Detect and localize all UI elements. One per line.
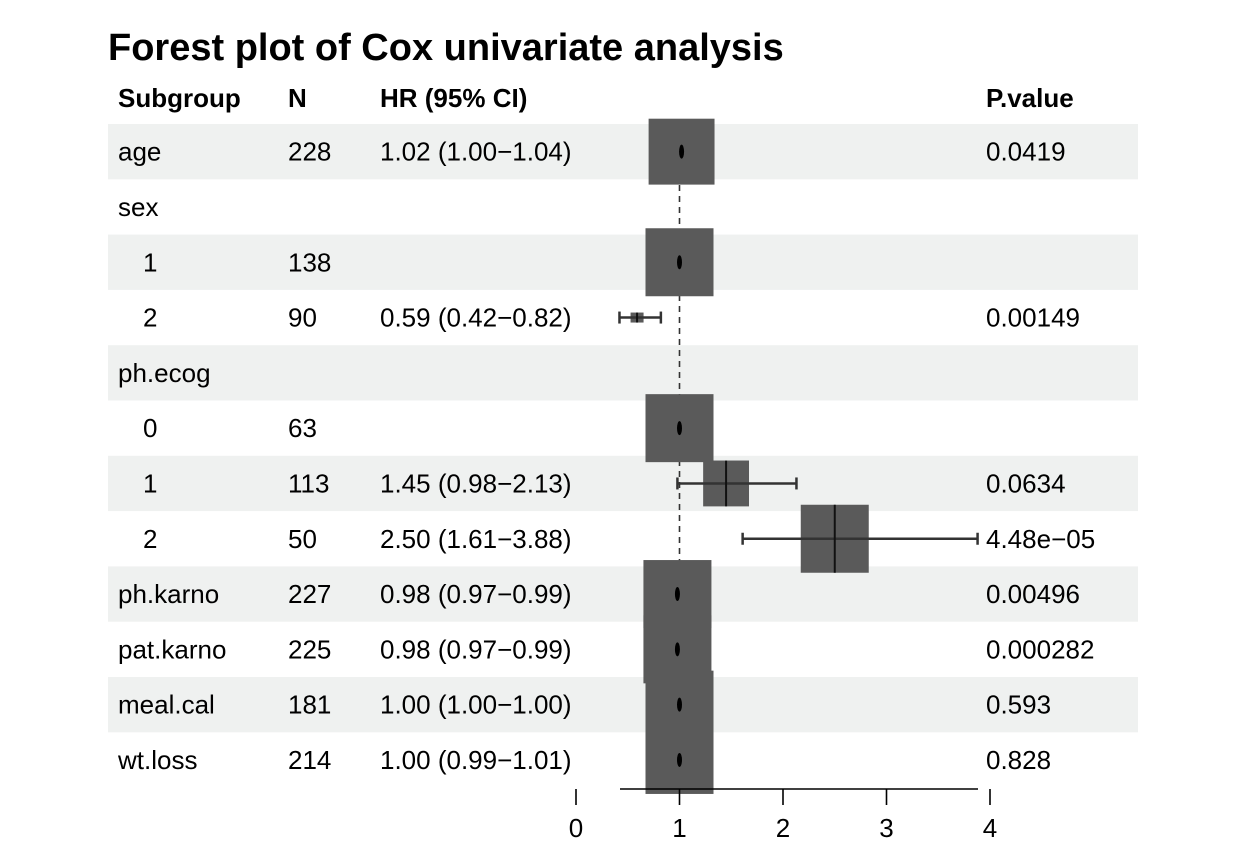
- n-value: 227: [288, 579, 331, 609]
- header-hr-ci: HR (95% CI): [380, 83, 528, 113]
- x-tick-label: 0: [569, 813, 583, 843]
- n-value: 225: [288, 634, 331, 664]
- n-value: 181: [288, 690, 331, 720]
- subgroup-label: pat.karno: [118, 634, 226, 664]
- p-value: 0.0634: [986, 468, 1066, 498]
- chart-title: Forest plot of Cox univariate analysis: [108, 27, 784, 69]
- row-stripe: [108, 677, 1138, 733]
- hr-point: [677, 255, 682, 270]
- row-stripe: [108, 124, 1138, 180]
- x-tick-label: 1: [672, 813, 686, 843]
- hr-point: [677, 752, 682, 767]
- hr-point: [677, 697, 682, 712]
- n-value: 228: [288, 137, 331, 167]
- p-value: 0.00149: [986, 303, 1080, 333]
- subgroup-label: 1: [143, 247, 157, 277]
- subgroup-label: 2: [143, 524, 157, 554]
- header-subgroup: Subgroup: [118, 83, 241, 113]
- hr-ci-text: 1.02 (1.00−1.04): [380, 137, 572, 167]
- p-value: 4.48e−05: [986, 524, 1095, 554]
- n-value: 63: [288, 413, 317, 443]
- x-tick-label: 4: [983, 813, 997, 843]
- p-value: 0.0419: [986, 137, 1066, 167]
- hr-point: [674, 642, 680, 657]
- n-value: 138: [288, 247, 331, 277]
- row-stripe: [108, 455, 1138, 512]
- x-tick-label: 2: [776, 813, 790, 843]
- x-tick-label: 3: [879, 813, 893, 843]
- hr-ci-text: 1.00 (0.99−1.01): [380, 745, 572, 775]
- hr-ci-text: 0.98 (0.97−0.99): [380, 579, 572, 609]
- p-value: 0.000282: [986, 634, 1094, 664]
- subgroup-label: 0: [143, 413, 157, 443]
- hr-ci-text: 0.59 (0.42−0.82): [380, 303, 572, 333]
- hr-ci-text: 1.45 (0.98−2.13): [380, 468, 572, 498]
- hr-ci-text: 2.50 (1.61−3.88): [380, 524, 572, 554]
- header-n: N: [288, 83, 307, 113]
- hr-point: [677, 421, 682, 436]
- header-p-value: P.value: [986, 83, 1074, 113]
- hr-point: [679, 144, 685, 159]
- subgroup-label: age: [118, 137, 161, 167]
- subgroup-label: ph.karno: [118, 579, 219, 609]
- n-value: 50: [288, 524, 317, 554]
- hr-ci-text: 0.98 (0.97−0.99): [380, 634, 572, 664]
- subgroup-label: 2: [143, 303, 157, 333]
- subgroup-label: sex: [118, 192, 158, 222]
- subgroup-label: wt.loss: [117, 745, 197, 775]
- row-stripe: [108, 345, 1138, 401]
- subgroup-label: 1: [143, 468, 157, 498]
- n-value: 214: [288, 745, 331, 775]
- p-value: 0.593: [986, 690, 1051, 720]
- n-value: 113: [288, 468, 329, 498]
- row-stripe: [108, 234, 1138, 290]
- subgroup-label: ph.ecog: [118, 358, 211, 388]
- n-value: 90: [288, 303, 317, 333]
- subgroup-label: meal.cal: [118, 690, 215, 720]
- p-value: 0.828: [986, 745, 1051, 775]
- p-value: 0.00496: [986, 579, 1080, 609]
- row-stripe: [108, 566, 1138, 622]
- hr-point: [674, 587, 680, 602]
- hr-ci-text: 1.00 (1.00−1.00): [380, 690, 572, 720]
